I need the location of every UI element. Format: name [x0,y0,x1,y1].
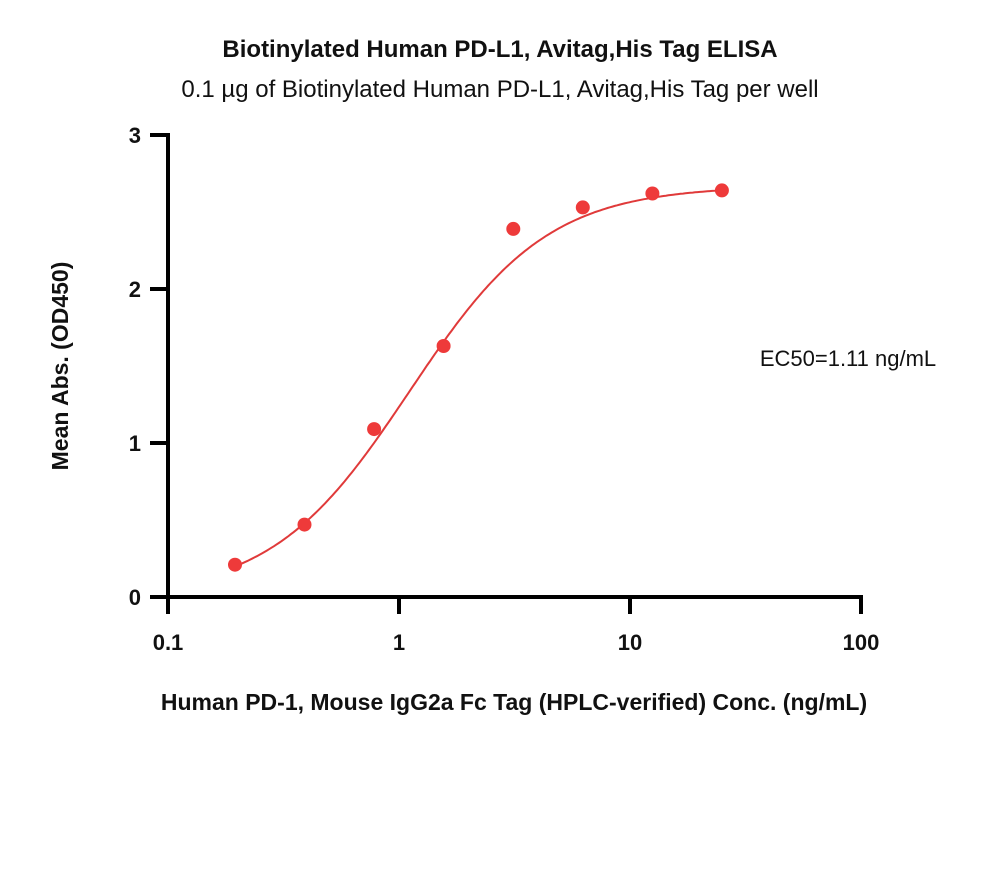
fit-curve [234,189,722,568]
x-axis [166,595,863,614]
ec50-annotation: EC50=1.11 ng/mL [760,346,936,371]
data-point [297,517,312,532]
y-tick-label: 3 [129,123,141,148]
data-point [714,183,729,198]
y-tick-labels: 3 2 1 0 [129,123,141,610]
data-point [575,200,590,215]
y-tick-label: 1 [129,431,141,456]
data-points [228,183,729,572]
x-tick-label: 10 [618,630,642,655]
x-tick-labels: 0.1 1 10 100 [153,630,880,655]
chart-subtitle: 0.1 µg of Biotinylated Human PD-L1, Avit… [181,76,819,103]
data-point [367,422,382,437]
y-axis-label: Mean Abs. (OD450) [47,262,73,471]
data-point [228,557,242,572]
y-tick-label: 2 [129,277,141,302]
x-tick-label: 100 [843,630,880,655]
y-axis [150,133,170,610]
x-axis-label: Human PD-1, Mouse IgG2a Fc Tag (HPLC-ver… [161,689,867,715]
x-tick-label: 1 [393,630,405,655]
x-tick-label: 0.1 [153,630,184,655]
chart-title: Biotinylated Human PD-L1, Avitag,His Tag… [222,36,778,63]
y-tick-label: 0 [129,585,141,610]
data-point [506,221,521,236]
data-point [436,339,451,353]
data-point [645,186,660,201]
